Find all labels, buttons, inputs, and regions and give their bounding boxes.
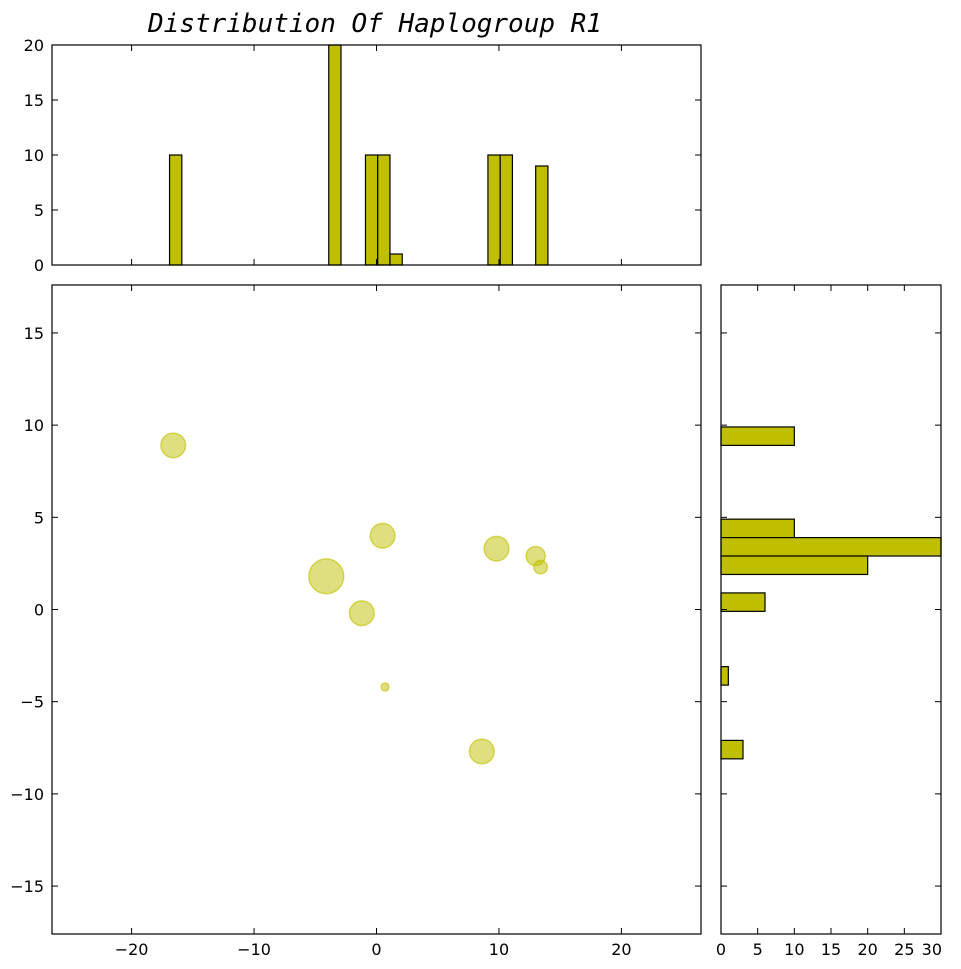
top-hist-bar-7 xyxy=(535,165,549,266)
scatter-y-tick-label: −5 xyxy=(20,693,44,712)
scatter-y-tick-label: 5 xyxy=(34,508,44,527)
top-hist-axes-frame xyxy=(51,44,702,266)
top-hist-bar-6 xyxy=(499,154,514,266)
top-hist-y-tick-label: 20 xyxy=(24,36,44,55)
top-hist-y-tick-label: 0 xyxy=(34,256,44,275)
right-hist-x-tick-label: 5 xyxy=(753,940,763,959)
scatter-y-tick-label: 15 xyxy=(24,324,44,343)
right-hist-bar-4 xyxy=(720,592,766,612)
right-hist-x-tick-label: 20 xyxy=(857,940,877,959)
scatter-point-1 xyxy=(308,558,345,595)
scatter-x-tick-label: 10 xyxy=(489,940,509,959)
right-hist-bar-6 xyxy=(720,739,744,760)
scatter-y-tick-label: 0 xyxy=(34,601,44,620)
top-hist-bar-2 xyxy=(364,154,379,266)
right-hist-bar-0 xyxy=(720,426,795,447)
right-hist-x-tick-label: 0 xyxy=(716,940,726,959)
top-hist-bar-5 xyxy=(487,154,501,266)
top-hist-bar-1 xyxy=(328,44,342,266)
scatter-x-tick-label: −20 xyxy=(115,940,149,959)
scatter-x-tick-label: −10 xyxy=(237,940,271,959)
right-hist-x-tick-label: 25 xyxy=(894,940,914,959)
scatter-point-6 xyxy=(483,535,510,562)
right-hist-x-tick-label: 30 xyxy=(922,940,942,959)
scatter-axes-frame xyxy=(51,284,702,935)
scatter-panel: −20 −10 0 10 20 −15 −10 −5 0 5 10 15 xyxy=(10,284,702,959)
right-hist-axes-frame xyxy=(720,284,942,935)
right-hist-bar-3 xyxy=(720,555,869,576)
scatter-point-4 xyxy=(380,682,390,692)
scatter-x-tick-label: 20 xyxy=(611,940,631,959)
top-hist-y-tick-label: 5 xyxy=(34,201,44,220)
scatter-point-3 xyxy=(369,522,396,549)
scatter-point-0 xyxy=(160,432,187,459)
top-hist-y-tick-label: 15 xyxy=(24,91,44,110)
right-histogram-panel: 0 5 10 15 20 25 30 xyxy=(716,284,942,959)
scatter-point-8 xyxy=(533,559,549,575)
scatter-point-5 xyxy=(468,738,495,765)
right-hist-x-tick-label: 15 xyxy=(821,940,841,959)
right-hist-bar-5 xyxy=(720,666,729,686)
scatter-y-tick-label: 10 xyxy=(24,416,44,435)
right-hist-bar-1 xyxy=(720,518,795,539)
right-hist-x-tick-label: 10 xyxy=(784,940,804,959)
scatter-y-tick-label: −10 xyxy=(10,785,44,804)
top-hist-bar-3 xyxy=(377,154,391,266)
scatter-y-tick-label: −15 xyxy=(10,877,44,896)
scatter-x-tick-label: 0 xyxy=(371,940,381,959)
top-hist-bar-4 xyxy=(389,253,403,266)
chart-title: Distribution Of Haplogroup R1 xyxy=(147,9,602,39)
right-hist-bar-2 xyxy=(720,536,942,557)
top-hist-y-tick-label: 10 xyxy=(24,146,44,165)
scatter-point-2 xyxy=(348,600,375,627)
top-hist-bar-0 xyxy=(168,154,183,266)
top-histogram-panel: 0 5 10 15 20 xyxy=(24,36,702,275)
